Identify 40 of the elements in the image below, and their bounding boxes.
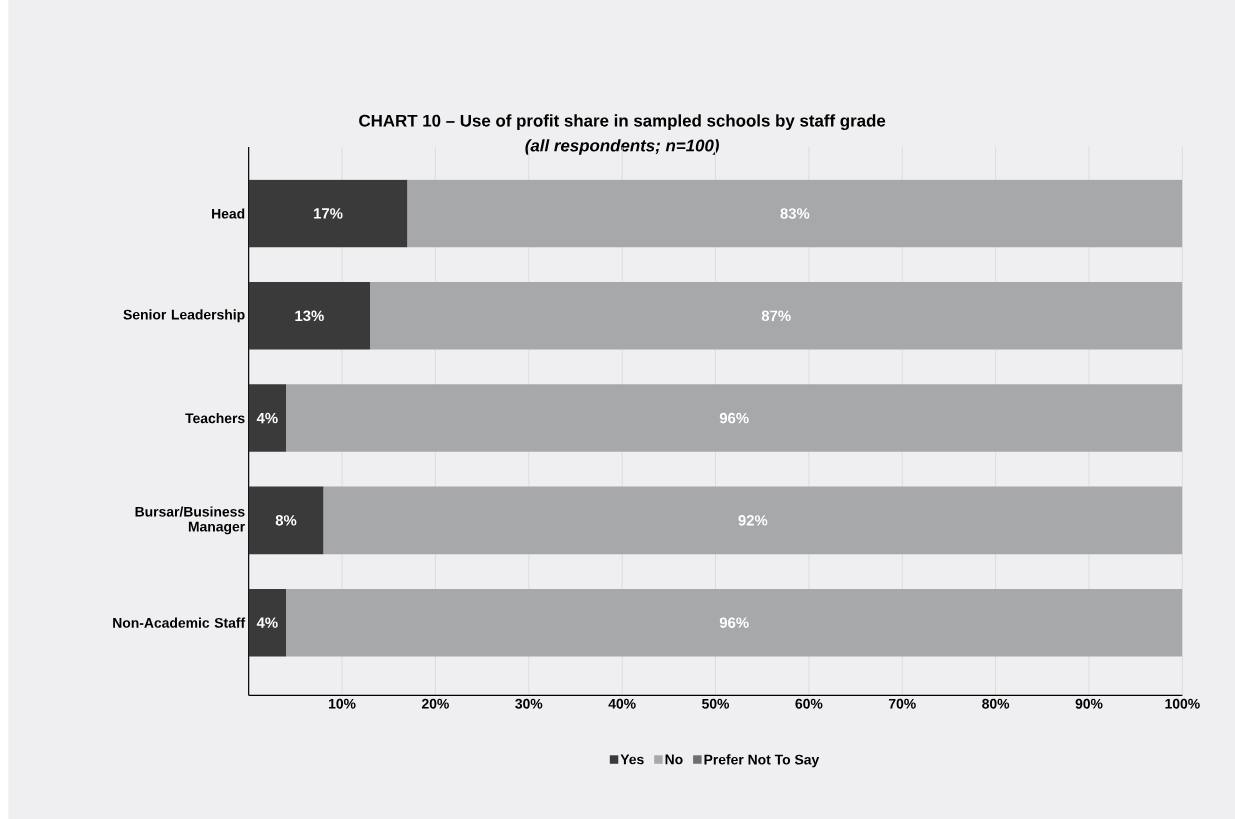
legend-label: No bbox=[665, 754, 683, 765]
data-label: 96% bbox=[719, 412, 749, 424]
data-label: 8% bbox=[275, 514, 297, 526]
x-tick-label: 50% bbox=[702, 698, 730, 709]
data-label: 4% bbox=[256, 617, 278, 628]
chart-subtitle: (all respondents; n=100) bbox=[525, 138, 719, 155]
x-tick-label: 70% bbox=[888, 698, 916, 709]
data-label: 13% bbox=[295, 310, 324, 321]
x-tick-label: 10% bbox=[328, 698, 356, 709]
x-tick-label: 100% bbox=[1165, 698, 1200, 709]
legend-label: Prefer Not To Say bbox=[704, 754, 820, 768]
bar bbox=[407, 179, 1183, 248]
y-tick-label: Non-Academic Staff bbox=[113, 617, 246, 628]
data-label: 92% bbox=[738, 514, 768, 526]
bar bbox=[286, 588, 1183, 657]
bar bbox=[248, 384, 287, 452]
bar bbox=[286, 384, 1183, 452]
y-tick-label: Head bbox=[212, 208, 245, 219]
data-label: 96% bbox=[719, 617, 749, 628]
y-tick-label: Teachers bbox=[185, 412, 245, 423]
x-tick-label: 90% bbox=[1075, 698, 1103, 709]
bar bbox=[323, 486, 1183, 554]
x-tick-label: 80% bbox=[982, 698, 1010, 709]
x-tick-label: 40% bbox=[608, 698, 636, 709]
bar bbox=[370, 281, 1183, 350]
data-label: 83% bbox=[780, 207, 810, 219]
data-label: 17% bbox=[314, 208, 343, 219]
bar bbox=[248, 588, 287, 657]
bar bbox=[248, 486, 324, 554]
legend-label: Yes bbox=[620, 754, 644, 765]
x-tick-label: 60% bbox=[795, 698, 823, 709]
bar bbox=[248, 281, 371, 350]
y-tick-label: Bursar/Business Manager bbox=[135, 506, 245, 535]
x-tick-label: 20% bbox=[421, 698, 449, 709]
x-tick-label: 30% bbox=[515, 698, 543, 709]
y-tick-label: Senior Leadership bbox=[123, 309, 245, 323]
data-label: 4% bbox=[256, 412, 278, 424]
data-label: 87% bbox=[761, 310, 791, 321]
chart-title: CHART 10 – Use of profit share in sampled schools by staff grade bbox=[359, 114, 886, 130]
bar bbox=[248, 179, 408, 248]
